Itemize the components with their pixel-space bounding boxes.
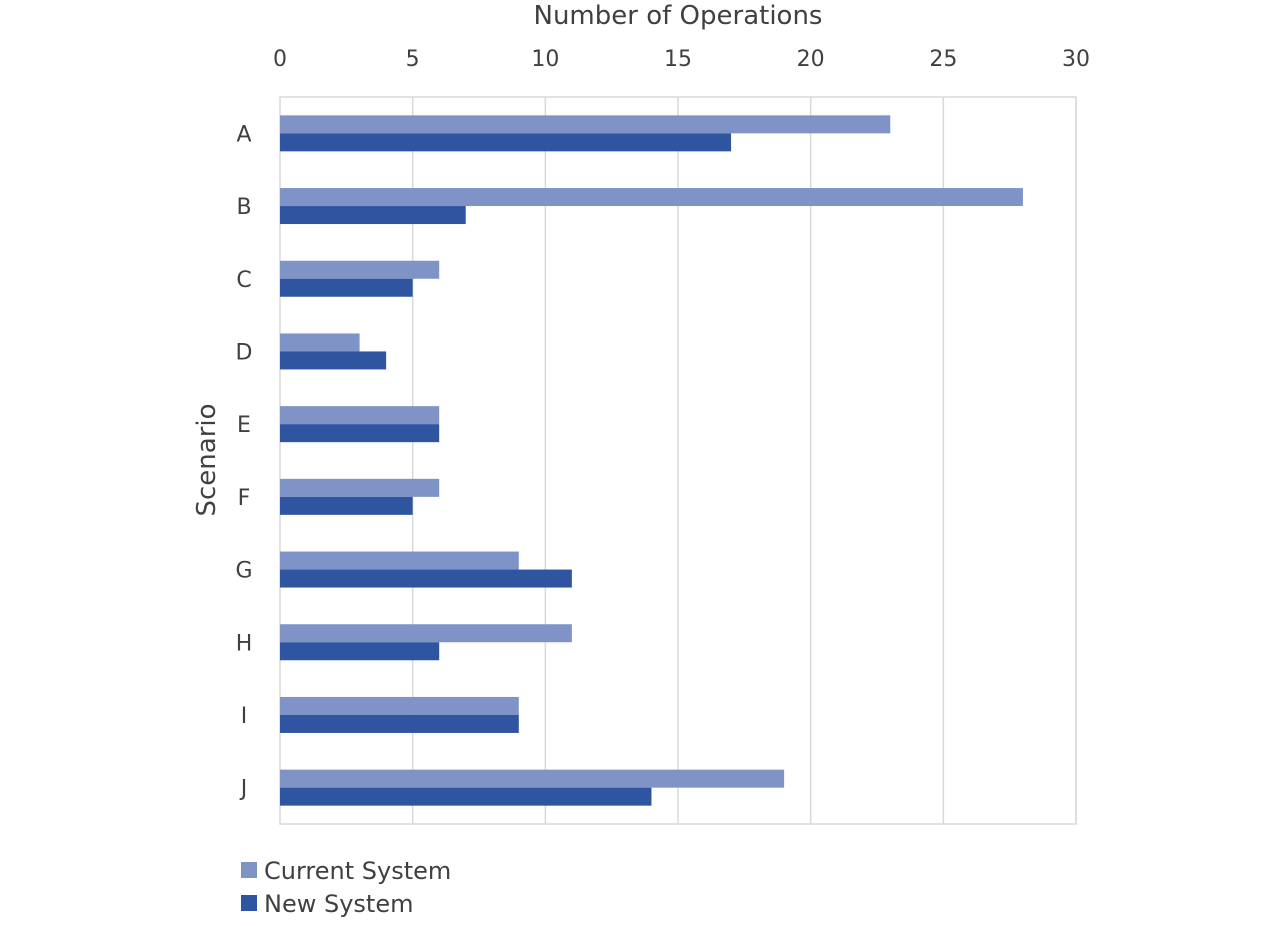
y-tick-label: B (236, 195, 251, 220)
legend-label: Current System (264, 857, 451, 885)
bar-current-system-b (280, 188, 1023, 207)
bar-new-system-b (280, 206, 466, 225)
bar-current-system-a (280, 115, 891, 134)
bar-new-system-g (280, 569, 572, 588)
x-tick-label: 30 (1062, 47, 1090, 72)
y-tick-label: D (236, 340, 253, 365)
y-axis-ticks: A B C D E F G H I J (235, 122, 252, 801)
bar-current-system-c (280, 260, 440, 279)
bar-new-system-e (280, 424, 440, 443)
y-tick-label: J (239, 777, 248, 802)
legend-swatch (241, 862, 257, 878)
bar-new-system-c (280, 278, 413, 297)
bar-new-system-f (280, 496, 413, 515)
bar-current-system-j (280, 769, 785, 788)
y-tick-label: F (238, 486, 251, 511)
bar-current-system-i (280, 696, 519, 715)
legend-label: New System (264, 890, 413, 918)
x-tick-label: 25 (929, 47, 957, 72)
bar-new-system-i (280, 714, 519, 733)
bar-new-system-a (280, 133, 732, 152)
legend-swatch (241, 895, 257, 911)
y-tick-label: C (236, 268, 251, 293)
bar-new-system-h (280, 642, 440, 661)
y-tick-label: H (236, 631, 253, 656)
bar-new-system-j (280, 787, 652, 806)
y-tick-label: A (236, 122, 251, 147)
y-tick-label: G (235, 559, 252, 584)
bar-current-system-e (280, 406, 440, 425)
y-tick-label: I (241, 704, 248, 729)
x-axis-ticks: 0 5 10 15 20 25 30 (273, 47, 1090, 72)
bar-new-system-d (280, 351, 387, 370)
bar-current-system-g (280, 551, 519, 570)
x-tick-label: 15 (664, 47, 692, 72)
x-tick-label: 20 (797, 47, 825, 72)
bars (280, 115, 1023, 806)
x-tick-label: 0 (273, 47, 287, 72)
x-tick-label: 5 (406, 47, 420, 72)
y-tick-label: E (237, 413, 251, 438)
bar-current-system-d (280, 333, 360, 352)
bar-current-system-h (280, 624, 572, 643)
bar-current-system-f (280, 478, 440, 497)
legend: Current System New System (241, 857, 451, 918)
x-tick-label: 10 (531, 47, 559, 72)
y-axis-title: Scenario (192, 403, 222, 516)
x-axis-title: Number of Operations (534, 1, 823, 31)
